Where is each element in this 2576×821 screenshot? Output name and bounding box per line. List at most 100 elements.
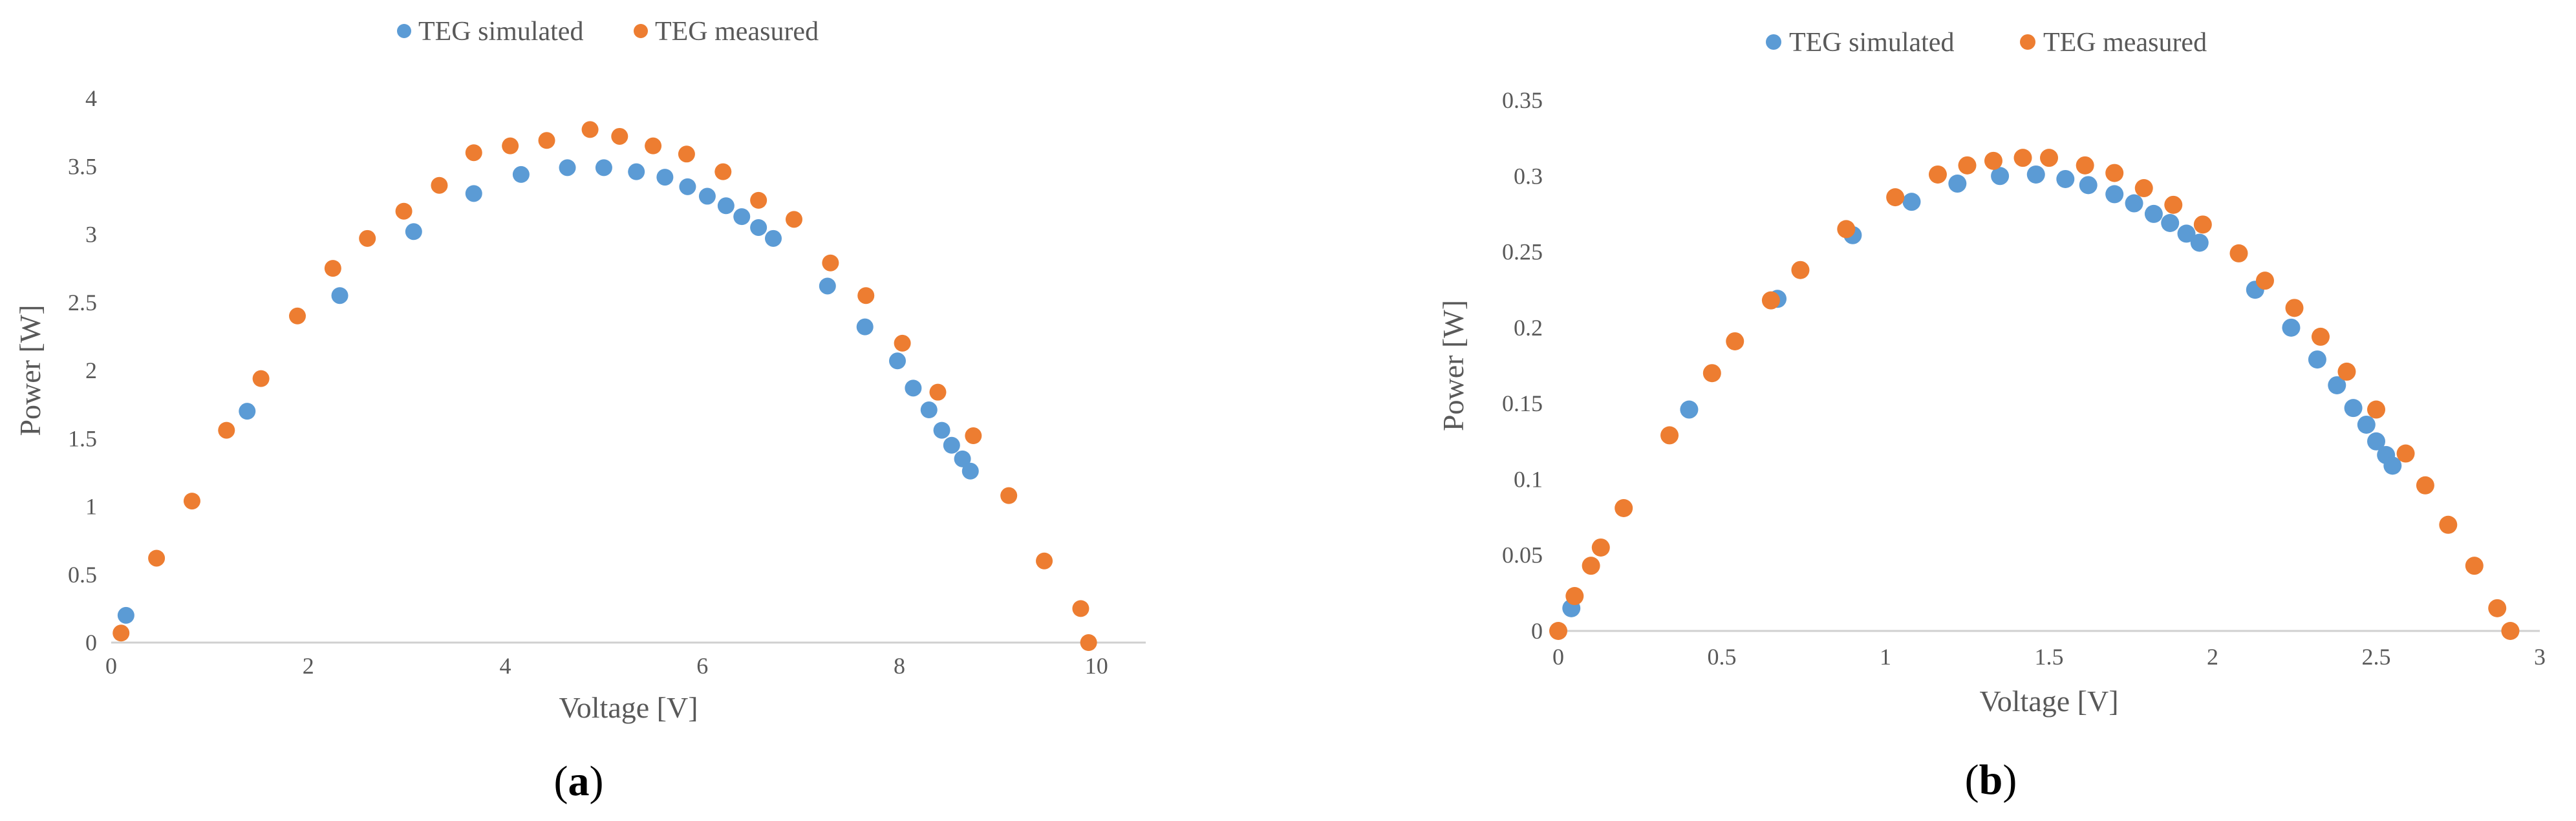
measured-point [1565,587,1584,606]
simulated-point [954,450,971,467]
simulated-point [856,318,874,336]
y-tick-label: 2 [85,357,97,383]
measured-point [786,211,802,228]
measured-point [2076,156,2094,175]
y-tick-labels-a: 0 0.5 1 1.5 2 2.5 3 3.5 4 [68,85,97,656]
simulated-point [2308,350,2326,369]
measured-point [2311,327,2330,346]
measured-point [2285,299,2304,317]
simulated-point [1991,167,2010,186]
simulated-point [559,159,576,176]
x-tick-labels-b: 0 0.5 1 1.5 2 2.5 3 [1552,644,2546,670]
simulated-point [765,229,782,247]
legend-b-measured-marker [2020,34,2035,50]
measured-point [2439,515,2458,534]
simulated-point [1680,400,1699,419]
measured-point [1928,165,1947,184]
y-tick-label: 3.5 [68,153,97,179]
measured-point [2040,149,2058,167]
y-tick-label: 0 [85,630,97,656]
x-tick-label: 1 [1880,644,1891,670]
measured-point [2164,195,2183,214]
y-tick-label: 0.25 [1502,239,1543,265]
measured-point [2229,244,2248,262]
measured-point [1660,426,1679,445]
y-axis-title-a: Power [W] [14,304,47,436]
y-tick-label: 4 [85,85,97,111]
measured-point [750,191,767,209]
measured-point [148,549,166,567]
measured-point [2105,164,2124,182]
measured-point [2337,362,2356,381]
measured-point [2488,599,2507,617]
measured-point [645,137,662,155]
simulated-point [2056,169,2075,188]
measured-point [2255,272,2274,290]
measured-point [1072,600,1089,617]
x-axis-title-b: Voltage [V] [1979,685,2118,718]
measured-point [1726,332,1744,350]
panel-letter-b: b [1979,756,2003,804]
simulated-point [117,606,134,624]
measured-point [431,176,448,194]
measured-point [465,144,482,162]
simulated-point [656,169,674,186]
simulated-point [405,223,422,240]
measured-point [1080,634,1097,651]
simulated-point [2328,376,2346,394]
measured-point [1984,151,2002,170]
legend-b-simulated-marker [1766,34,1781,50]
measured-point [1615,498,1633,517]
measured-point [502,137,519,155]
simulated-point [2357,415,2376,434]
y-tick-label: 0.1 [1514,466,1543,492]
simulated-point [512,165,530,183]
y-tick-label: 0.3 [1514,163,1543,189]
legend-b-simulated-label: TEG simulated [1789,28,1954,58]
legend-a-measured-marker [634,24,648,38]
y-tick-label: 0.35 [1502,87,1543,113]
measured-point [965,427,982,445]
panel-letter-a: a [568,758,590,805]
y-axis-title-b: Power [W] [1437,300,1470,431]
simulated-point [943,436,960,454]
x-tick-label: 2 [303,653,314,679]
measured-point [894,334,911,352]
simulated-point [2026,165,2045,184]
x-tick-labels-a: 0 2 4 6 8 10 [105,653,1108,679]
y-tick-label: 0.2 [1514,315,1543,341]
x-tick-label: 6 [696,653,708,679]
simulated-point [905,379,922,397]
simulated-point [2079,176,2098,195]
simulated-point [819,277,836,295]
measured-point [1791,261,1810,279]
legend-a-measured-label: TEG measured [655,17,819,47]
measured-point [395,202,413,220]
simulated-point [920,401,938,419]
x-tick-label: 1.5 [2035,644,2064,670]
measured-point [113,624,130,642]
measured-point [1582,557,1600,575]
data-points-a [113,121,1097,651]
simulated-point [1902,193,1921,211]
simulated-point [595,159,612,176]
simulated-point [2344,399,2363,418]
measured-point [538,132,555,149]
simulated-point [2125,194,2143,213]
x-tick-label: 2 [2207,644,2218,670]
simulated-point [750,219,767,236]
x-tick-label: 3 [2534,644,2546,670]
measured-point [1702,364,1721,383]
measured-point [581,121,599,138]
measured-point [1549,622,1567,640]
measured-point [1761,291,1780,310]
measured-point [183,493,200,510]
y-tick-label: 2.5 [68,290,97,315]
y-tick-label: 0.05 [1502,542,1543,568]
y-tick-label: 0 [1531,618,1543,644]
simulated-point [331,287,349,304]
measured-point [1958,156,1977,175]
simulated-point [1948,175,1967,193]
measured-point [1000,487,1018,504]
